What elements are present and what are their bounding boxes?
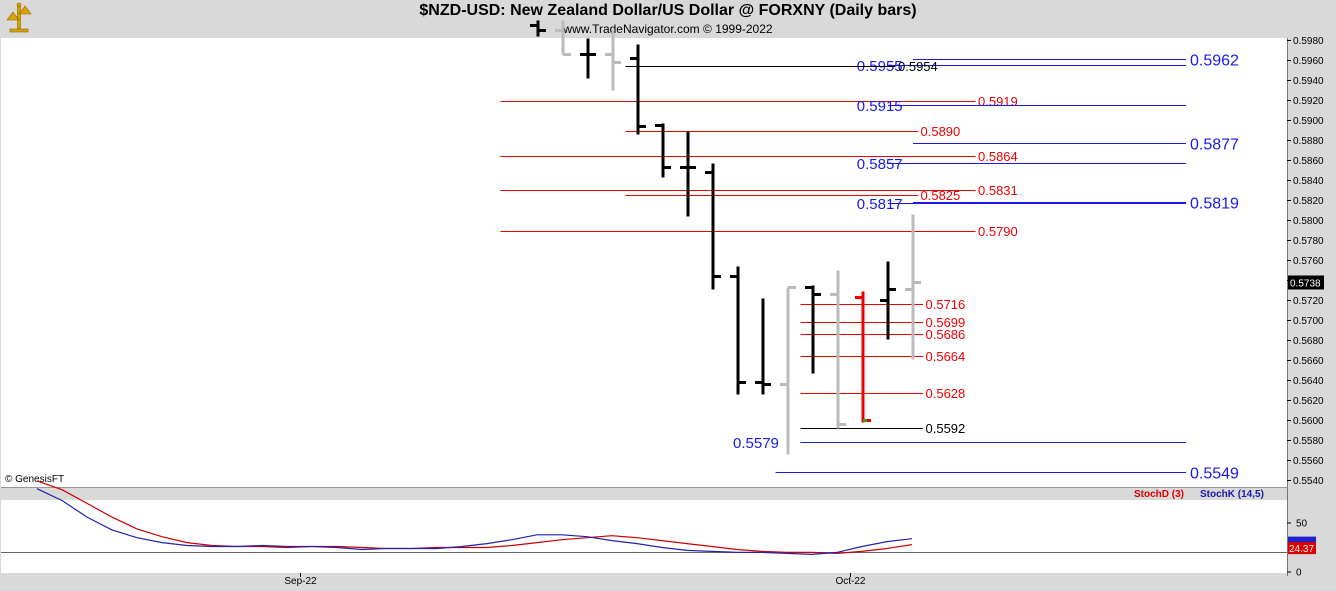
price-tick-label: 0.5580: [1293, 436, 1324, 447]
ohlc-bar: [780, 286, 796, 455]
stochd-legend: StochD (3): [1134, 489, 1184, 500]
chart-subtitle: www.TradeNavigator.com © 1999-2022: [563, 22, 773, 36]
price-tick-label: 0.5720: [1293, 296, 1324, 307]
chart-title: $NZD-USD: New Zealand Dollar/US Dollar @…: [419, 2, 917, 19]
price-tick-label: 0.5700: [1293, 316, 1324, 327]
ohlc-bar: [755, 298, 771, 395]
ohlc-bar: [805, 285, 821, 374]
stoch-line-red: [36, 480, 913, 555]
price-tick-label: 0.5960: [1293, 56, 1324, 67]
price-tick-label: 0.5780: [1293, 236, 1324, 247]
price-tick-label: 0.5940: [1293, 76, 1324, 87]
ohlc-bar: [605, 30, 621, 91]
last-price-label: 0.5738: [1290, 279, 1321, 290]
ohlc-bar: [630, 44, 646, 135]
stoch-line-blue: [36, 488, 913, 556]
stochd-last-label: 24.37: [1289, 544, 1314, 555]
ohlc-bar: [855, 291, 871, 423]
ohlc-bar: [655, 123, 671, 178]
price-tick-label: 0.5760: [1293, 256, 1324, 267]
level-label-red: 0.5686: [926, 327, 966, 342]
level-label-red: 0.5919: [978, 94, 1018, 109]
ohlc-bar: [730, 266, 746, 395]
stochk-legend: StochK (14,5): [1200, 489, 1264, 500]
level-label-blue: 0.5819: [1190, 195, 1239, 212]
ohlc-bar: [705, 163, 721, 290]
level-label-red: 0.5790: [978, 224, 1018, 239]
level-label-red: 0.5864: [978, 149, 1018, 164]
last-price-badge: [1288, 275, 1324, 290]
price-tick-label: 0.5600: [1293, 416, 1324, 427]
price-tick-label: 0.5680: [1293, 336, 1324, 347]
ohlc-bar: [555, 20, 571, 56]
price-tick-label: 0.5620: [1293, 396, 1324, 407]
level-label-blue: 0.5579: [733, 435, 779, 452]
ohlc-bar: [680, 131, 696, 217]
level-label-red: 0.5664: [926, 349, 966, 364]
stoch-tick-label: 50: [1296, 519, 1308, 530]
date-tick-label: Sep-22: [284, 576, 317, 587]
price-tick-label: 0.5560: [1293, 456, 1324, 467]
price-tick-label: 0.5660: [1293, 356, 1324, 367]
level-label-blue: 0.5549: [1190, 465, 1239, 482]
level-label-red: 0.5825: [921, 188, 961, 203]
stoch-tick-label: 0: [1296, 568, 1302, 579]
price-tick-label: 0.5820: [1293, 196, 1324, 207]
price-tick-label: 0.5640: [1293, 376, 1324, 387]
level-label-red: 0.5716: [926, 297, 966, 312]
genesis-credit: © GenesisFT: [5, 474, 65, 485]
price-tick-label: 0.5540: [1293, 476, 1324, 487]
level-label-blue: 0.5915: [857, 98, 903, 115]
level-label-blue: 0.5877: [1190, 136, 1239, 153]
price-tick-label: 0.5800: [1293, 216, 1324, 227]
price-tick-label: 0.5880: [1293, 136, 1324, 147]
level-label-red: 0.5831: [978, 183, 1018, 198]
level-label-red: 0.5890: [921, 124, 961, 139]
level-label-blue: 0.5817: [857, 196, 903, 213]
ohlc-bar: [580, 38, 596, 79]
level-label-black: 0.5592: [926, 421, 966, 436]
price-tick-label: 0.5860: [1293, 156, 1324, 167]
price-tick-label: 0.5900: [1293, 116, 1324, 127]
level-label-blue: 0.5962: [1190, 52, 1239, 69]
level-label-black: 0.5954: [898, 59, 938, 74]
price-tick-label: 0.5920: [1293, 96, 1324, 107]
genesis-logo: [6, 2, 32, 33]
price-panel: [1, 38, 1287, 487]
ohlc-bar: [880, 261, 896, 340]
level-label-blue: 0.5857: [857, 156, 903, 173]
level-label-red: 0.5699: [926, 315, 966, 330]
date-tick-label: Oct-22: [835, 576, 865, 587]
price-tick-label: 0.5840: [1293, 176, 1324, 187]
stochd-last-badge: [1288, 542, 1316, 555]
ohlc-bar: [530, 20, 546, 37]
ohlc-bar: [830, 270, 846, 429]
level-label-red: 0.5628: [926, 386, 966, 401]
stochastic-panel: [1, 500, 1287, 573]
ohlc-bar: [905, 214, 921, 360]
price-tick-label: 0.5980: [1293, 36, 1324, 47]
